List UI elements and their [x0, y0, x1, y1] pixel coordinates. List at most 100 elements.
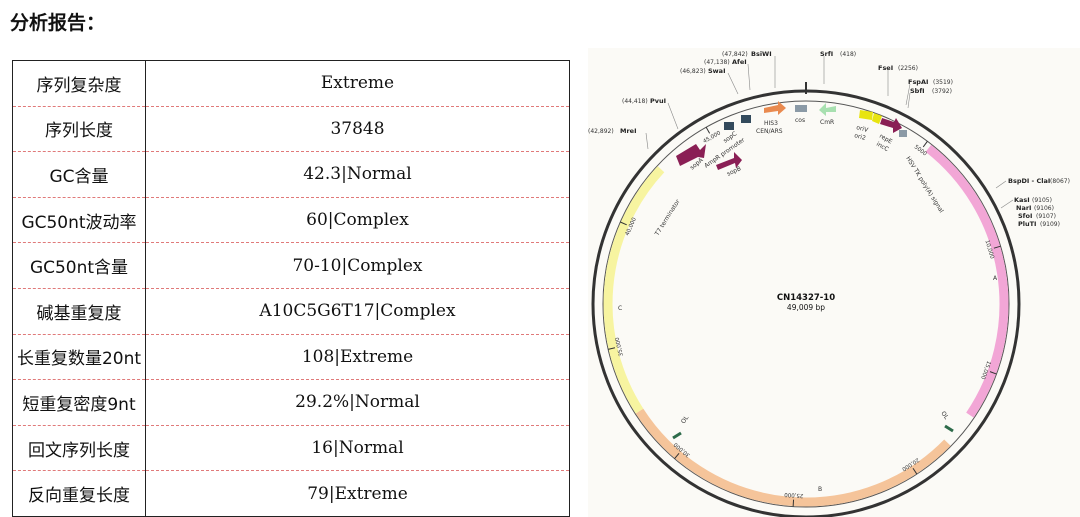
row-label: 序列复杂度 [12, 60, 146, 107]
scale-tick-label: 35,000 [615, 336, 625, 357]
row-value: 42.3|Normal [145, 151, 570, 198]
plasmid-backbone-inner [602, 100, 1010, 508]
region-c-arc [603, 166, 665, 414]
ol-marker-left [672, 431, 682, 440]
svg-text:PluTI: PluTI [1018, 220, 1036, 228]
row-label: 短重复密度9nt [12, 379, 146, 426]
scale-tick-label: 45,000 [702, 130, 722, 145]
ol-label-right: OL [939, 410, 950, 421]
t7-label: T7 terminator [653, 198, 682, 238]
row-value: 70-10|Complex [145, 242, 570, 289]
sopA-arrow [676, 144, 706, 166]
svg-text:NarI: NarI [1016, 204, 1031, 212]
svg-text:(42,892): (42,892) [588, 128, 614, 135]
table-row: GC含量 42.3|Normal [12, 151, 570, 198]
row-value: 79|Extreme [145, 470, 570, 517]
scale-tick-label: 25,000 [784, 491, 804, 498]
row-value: 16|Normal [145, 425, 570, 472]
scale-tick [620, 221, 627, 226]
svg-text:MreI: MreI [620, 127, 637, 135]
plasmid-name: CN14327-10 [777, 293, 835, 303]
region-a-label: A [993, 275, 998, 282]
cmr-arrow [819, 103, 836, 116]
site-swai: (46,823) SwaI [680, 67, 739, 95]
row-label: 碱基重复度 [12, 288, 146, 335]
row-value: 29.2%|Normal [145, 379, 570, 426]
site-nari: NarI (9106) [1016, 204, 1054, 212]
cen-label: CEN/ARS [756, 128, 783, 135]
sopB-arrow [716, 152, 742, 170]
hsv-label: HSV TK poly(A) signal [904, 155, 945, 214]
ori2-label: ori2 [853, 132, 866, 142]
svg-text:(9107): (9107) [1036, 213, 1056, 220]
row-label: GC50nt含量 [12, 242, 146, 289]
scale-tick [989, 371, 997, 375]
svg-text:BsiWI: BsiWI [751, 50, 772, 58]
svg-text:PvuI: PvuI [650, 97, 666, 105]
scale-tick [608, 347, 616, 350]
ori2-block [872, 113, 882, 124]
row-value: 37848 [145, 106, 570, 153]
site-pluti: PluTI (9109) [1018, 220, 1060, 228]
his3-arrow [764, 101, 786, 115]
scale-tick [912, 467, 918, 475]
scale-tick [674, 453, 680, 459]
svg-text:(2256): (2256) [898, 65, 918, 72]
repE-arrow [880, 118, 902, 133]
sopC-block [724, 122, 734, 130]
svg-text:(46,823): (46,823) [680, 68, 706, 75]
site-fsei: FseI (2256) [878, 64, 918, 96]
site-afei: (47,138) AfeI [704, 58, 751, 91]
table-row: 回文序列长度 16|Normal [12, 425, 570, 472]
svg-text:(9105): (9105) [1032, 197, 1052, 204]
svg-text:(9109): (9109) [1040, 221, 1060, 228]
scale-tick [705, 126, 711, 134]
scale-tick [993, 245, 1001, 249]
row-label: GC含量 [12, 151, 146, 198]
svg-text:SwaI: SwaI [708, 67, 726, 75]
svg-text:(44,418): (44,418) [622, 98, 648, 105]
site-bspdi-clai: BspDI - ClaI (8067) [995, 177, 1070, 189]
svg-text:(47,842): (47,842) [722, 51, 748, 58]
scale-tick-label: 10,000 [983, 240, 994, 261]
row-label: 反向重复长度 [12, 470, 146, 517]
row-value: A10C5G6T17|Complex [145, 288, 570, 335]
site-kasi: KasI (9105) [1000, 196, 1052, 209]
region-c-label: C [618, 305, 622, 312]
row-label: 回文序列长度 [12, 425, 146, 472]
row-label: GC50nt波动率 [12, 197, 146, 244]
ol-marker-right [944, 424, 954, 433]
svg-text:AfeI: AfeI [732, 58, 747, 66]
row-value: 108|Extreme [145, 334, 570, 381]
oriv-block [859, 110, 873, 120]
his3-label: HIS3 [764, 120, 778, 127]
row-value: Extreme [145, 60, 570, 107]
svg-text:(8067): (8067) [1050, 178, 1070, 185]
table-row: 序列复杂度 Extreme [12, 60, 570, 107]
svg-text:(3792): (3792) [932, 88, 952, 95]
site-srfi: SrfI (418) [820, 50, 856, 84]
incC-block [899, 130, 907, 137]
site-bsiwi: (47,842) BsiWI [722, 50, 776, 88]
plasmid-map: CN14327-10 49,009 bp A B C OL OL HSV TK … [588, 50, 1070, 517]
cmr-label: CmR [820, 119, 834, 126]
table-row: 反向重复长度 79|Extreme [12, 470, 570, 517]
table-row: GC50nt含量 70-10|Complex [12, 242, 570, 289]
svg-text:(3519): (3519) [933, 79, 953, 86]
ol-label-left: OL [680, 414, 691, 425]
scale-tick-label: 5000 [913, 144, 928, 157]
region-b-arc [635, 408, 951, 507]
table-row: 长重复数量20nt 108|Extreme [12, 334, 570, 381]
table-row: 短重复密度9nt 29.2%|Normal [12, 379, 570, 426]
analysis-table: 序列复杂度 Extreme 序列长度 37848 GC含量 42.3|Normal GC50… [12, 60, 570, 517]
cos-label: cos [795, 117, 805, 124]
region-b-label: B [818, 486, 822, 493]
row-label: 长重复数量20nt [12, 334, 146, 381]
cos-block [795, 105, 807, 112]
site-pvui: (44,418) PvuI [622, 97, 679, 130]
page-heading: 分析报告： [10, 12, 106, 34]
svg-text:(418): (418) [840, 51, 856, 58]
svg-text:FspAI: FspAI [908, 78, 928, 86]
svg-text:FseI: FseI [878, 64, 893, 72]
sopB-label: sopB [726, 165, 742, 178]
